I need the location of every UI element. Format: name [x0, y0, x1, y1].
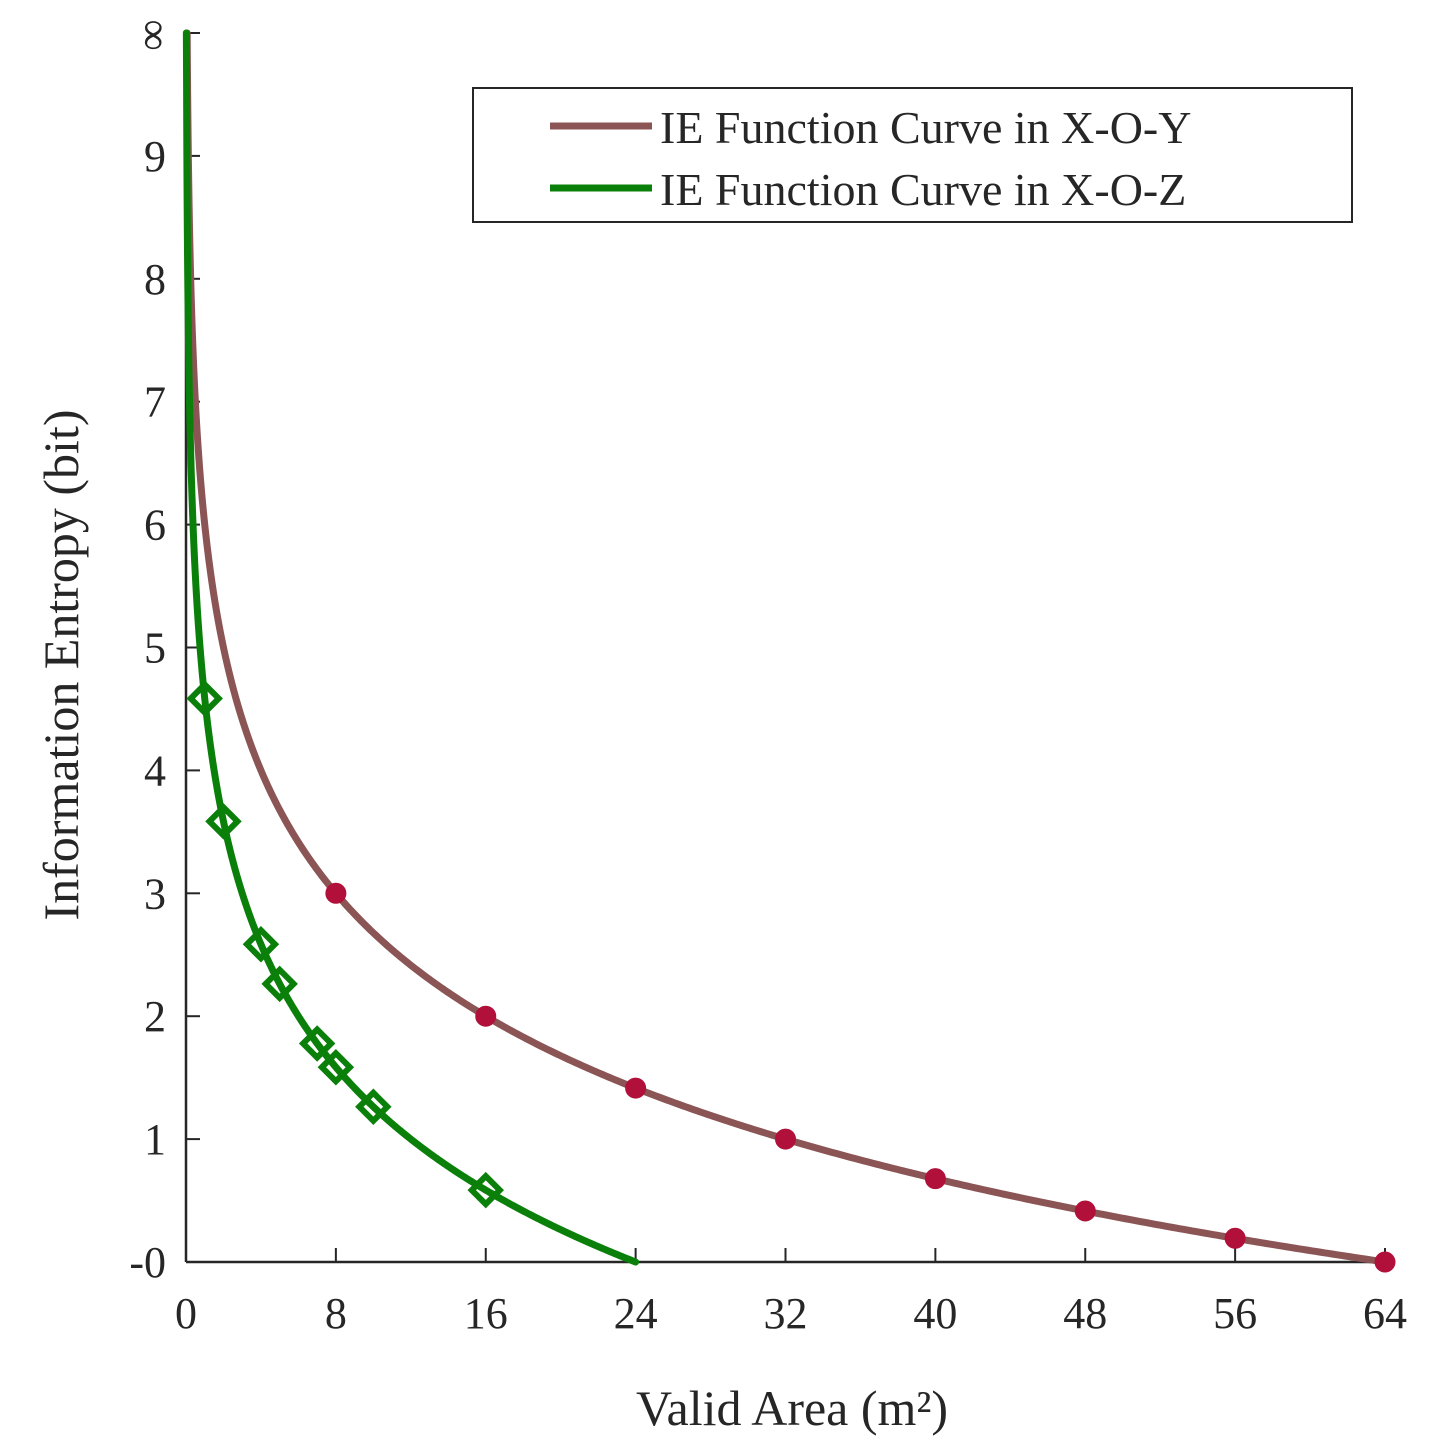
x-tick-label: 0	[175, 1289, 197, 1338]
y-tick-label: 2	[144, 992, 166, 1041]
legend-label-xoy: IE Function Curve in X-O-Y	[660, 102, 1191, 153]
y-tick-label: ∞	[127, 19, 176, 50]
xoz-marker-point	[242, 926, 280, 963]
xoz-marker-point	[186, 680, 223, 717]
xoz-marker-point	[205, 803, 242, 840]
x-tick-label: 48	[1063, 1289, 1107, 1338]
y-tick-label: 5	[144, 624, 166, 673]
y-axis-label: Information Entropy (bit)	[33, 410, 89, 921]
y-tick-label: 7	[144, 378, 166, 427]
xoy-marker-point	[1374, 1251, 1396, 1273]
legend: IE Function Curve in X-O-Y IE Function C…	[472, 87, 1353, 223]
x-tick-label: 64	[1363, 1289, 1407, 1338]
x-tick-label: 32	[764, 1289, 808, 1338]
x-tick-label: 56	[1213, 1289, 1257, 1338]
y-tick-label: 6	[144, 501, 166, 550]
xoy-marker-point	[924, 1168, 946, 1190]
y-ticks: -0 1 2 3 4 5 6 7 8 9 ∞	[127, 19, 200, 1287]
xoz-marker-point	[467, 1171, 504, 1209]
xoy-marker-point	[775, 1128, 796, 1150]
x-tick-label: 8	[325, 1289, 347, 1338]
x-tick-label: 24	[614, 1289, 658, 1338]
x-tick-label: 40	[913, 1289, 957, 1338]
x-tick-label: 16	[464, 1289, 508, 1338]
xoy-marker-point	[325, 882, 347, 904]
xoz-marker-point	[355, 1088, 392, 1126]
x-ticks: 0 8 16 24 32 40 48 56 64	[175, 1248, 1407, 1338]
xoy-marker-point	[1224, 1227, 1246, 1249]
xoz-marker-point	[317, 1048, 355, 1086]
y-tick-label: 9	[144, 132, 166, 181]
marker-layer	[186, 680, 1396, 1273]
y-tick-label: 3	[144, 869, 166, 918]
xoy-marker-point	[475, 1005, 497, 1027]
y-tick-label: 1	[144, 1115, 166, 1164]
x-axis-label: Valid Area (m²)	[636, 1380, 948, 1436]
legend-box	[472, 87, 1353, 223]
curve-xoy	[182, 29, 1389, 1266]
y-tick-label: -0	[129, 1238, 166, 1287]
xoy-marker-point	[625, 1077, 647, 1099]
y-tick-label: 8	[144, 255, 166, 304]
xoy-marker-point	[1074, 1200, 1096, 1222]
xoz-marker-point	[261, 965, 298, 1003]
legend-label-xoz: IE Function Curve in X-O-Z	[660, 164, 1186, 215]
y-tick-label: 4	[144, 746, 166, 795]
xoz-marker-point	[298, 1025, 336, 1062]
